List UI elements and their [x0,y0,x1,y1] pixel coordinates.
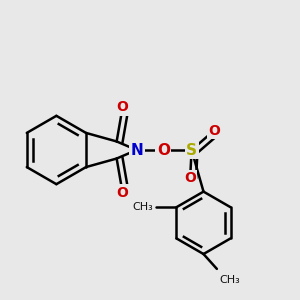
Text: CH₃: CH₃ [220,275,241,285]
Text: O: O [117,186,128,200]
Text: O: O [208,124,220,138]
Text: O: O [117,100,128,114]
Text: CH₃: CH₃ [132,202,153,212]
Text: O: O [157,142,170,158]
Text: S: S [186,142,197,158]
Text: N: N [130,142,143,158]
Text: O: O [184,171,196,185]
